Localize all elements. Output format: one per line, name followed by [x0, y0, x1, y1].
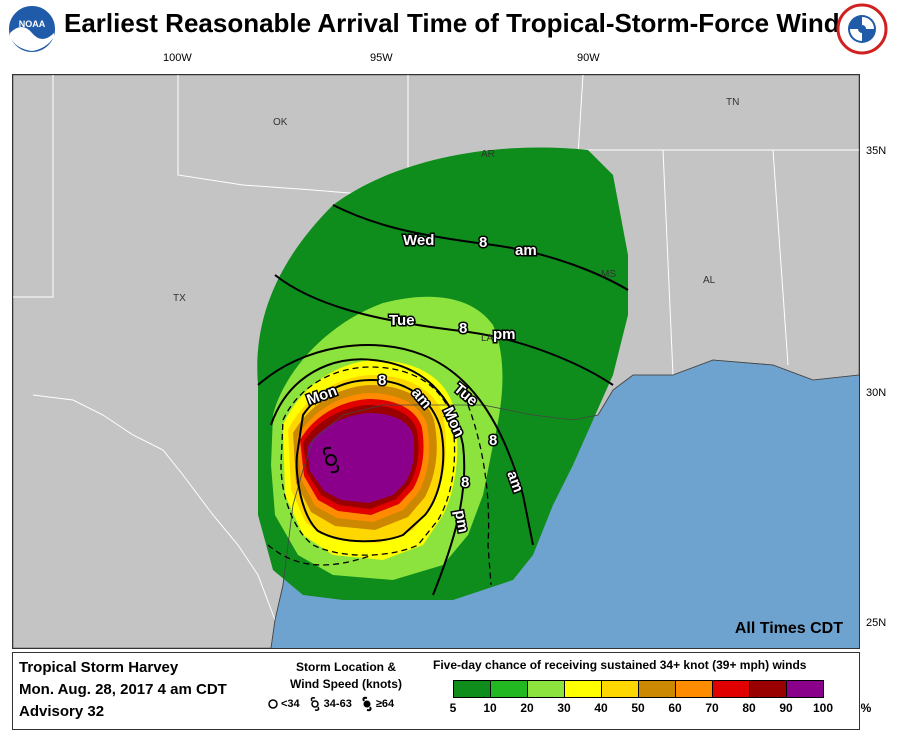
map-panel: OK AR TN TX MS AL LA Wed 8 am Tue 8 pm T…	[12, 74, 860, 649]
tropical-storm-icon	[310, 697, 319, 711]
wed-8am-line	[332, 204, 629, 291]
scale-labels: 5 10 20 30 40 50 60 70 80 90 100%	[443, 701, 872, 717]
state-label-la: LA	[481, 333, 494, 344]
legend-panel: Tropical Storm Harvey Mon. Aug. 28, 2017…	[12, 652, 872, 730]
map-svg: OK AR TN TX MS AL LA Wed 8 am Tue 8 pm T…	[13, 75, 859, 648]
scale-label: 50	[631, 701, 645, 715]
page-title: Earliest Reasonable Arrival Time of Trop…	[64, 8, 855, 38]
storm-location-icon	[322, 446, 340, 474]
state-label-ok: OK	[273, 117, 288, 128]
lat-tick-25n: 25N	[866, 617, 887, 629]
lat-tick-35n: 35N	[866, 145, 887, 157]
lon-tick-90w: 90W	[577, 52, 600, 64]
state-label-ms: MS	[601, 269, 616, 280]
scale-swatch	[602, 681, 639, 697]
nws-logo	[836, 3, 888, 55]
scale-label: 80	[742, 701, 756, 715]
isochrones	[257, 204, 629, 596]
label-mon-pm-pm: pm	[451, 509, 472, 534]
label-tue-pm: Tue	[389, 312, 415, 329]
scale-label: 40	[594, 701, 608, 715]
circle-icon	[268, 699, 278, 709]
label-wed-am: am	[515, 242, 537, 259]
rio-grande	[32, 394, 276, 621]
lon-tick-95w: 95W	[370, 52, 393, 64]
state-label-tn: TN	[726, 97, 739, 108]
scale-label: 30	[557, 701, 571, 715]
scale-label: 60	[668, 701, 682, 715]
storm-info: Tropical Storm Harvey Mon. Aug. 28, 2017…	[19, 657, 227, 723]
symbol-hurricane: ≥64	[360, 696, 394, 712]
scale-title: Five-day chance of receiving sustained 3…	[433, 658, 807, 672]
symbol-weak-label: <34	[281, 698, 300, 710]
advisory-datetime: Mon. Aug. 28, 2017 4 am CDT	[19, 681, 227, 698]
label-mon-pm-8: 8	[461, 474, 469, 491]
tue-8am-line	[257, 344, 534, 546]
lon-tick-100w: 100W	[163, 52, 192, 64]
symbol-weak: <34	[267, 698, 300, 710]
symbols-row: <34 34-63 ≥64	[267, 696, 394, 712]
header: NOAA Earliest Reasonable Arrival Time of…	[0, 0, 897, 64]
scale-label: 100	[812, 701, 834, 715]
label-tue-pm-pm: pm	[493, 326, 516, 343]
advisory-number: Advisory 32	[19, 703, 105, 720]
noaa-logo: NOAA	[6, 3, 58, 55]
scale-swatch	[454, 681, 491, 697]
lat-tick-30n: 30N	[866, 387, 887, 399]
symbols-title-line1: Storm Location &	[295, 660, 396, 674]
symbol-hurricane-label: ≥64	[375, 698, 395, 710]
scale-swatch	[713, 681, 750, 697]
scale-label: 5	[449, 701, 457, 715]
scale-swatch	[787, 681, 823, 697]
scale-swatch	[491, 681, 528, 697]
symbol-ts-label: 34-63	[323, 698, 352, 710]
scale-swatch	[639, 681, 676, 697]
symbol-ts: 34-63	[308, 696, 352, 712]
all-times-label: All Times CDT	[734, 620, 843, 637]
label-wed: Wed	[403, 232, 434, 249]
symbols-title-line2: Wind Speed (knots)	[290, 677, 402, 691]
label-tue-pm-8: 8	[459, 320, 467, 337]
scale-swatch	[528, 681, 565, 697]
tue-8pm-line	[274, 274, 614, 386]
mon-8am-line	[295, 378, 445, 543]
scale-label: 70	[705, 701, 719, 715]
scale-label: 90	[779, 701, 793, 715]
prob-90	[307, 413, 415, 503]
storm-name: Tropical Storm Harvey	[19, 659, 179, 676]
scale-swatch	[750, 681, 787, 697]
scale-label: 10	[483, 701, 497, 715]
label-wed-8: 8	[479, 234, 487, 251]
scale-swatch	[565, 681, 602, 697]
isochrones-dashed	[267, 366, 492, 586]
symbols-title: Storm Location & Wind Speed (knots)	[271, 659, 421, 693]
scale-swatch	[676, 681, 713, 697]
label-tue-am-8: 8	[489, 432, 497, 449]
hurricane-icon	[362, 696, 372, 712]
scale-label: %	[860, 701, 872, 715]
scale-bar	[453, 680, 824, 698]
mon-8pm-line	[270, 358, 466, 596]
scale-label: 20	[520, 701, 534, 715]
state-label-al: AL	[703, 275, 716, 286]
label-mon-am-8: 8	[378, 372, 386, 389]
svg-text:NOAA: NOAA	[19, 19, 46, 29]
state-label-ar: AR	[481, 149, 495, 160]
state-label-tx: TX	[173, 293, 186, 304]
